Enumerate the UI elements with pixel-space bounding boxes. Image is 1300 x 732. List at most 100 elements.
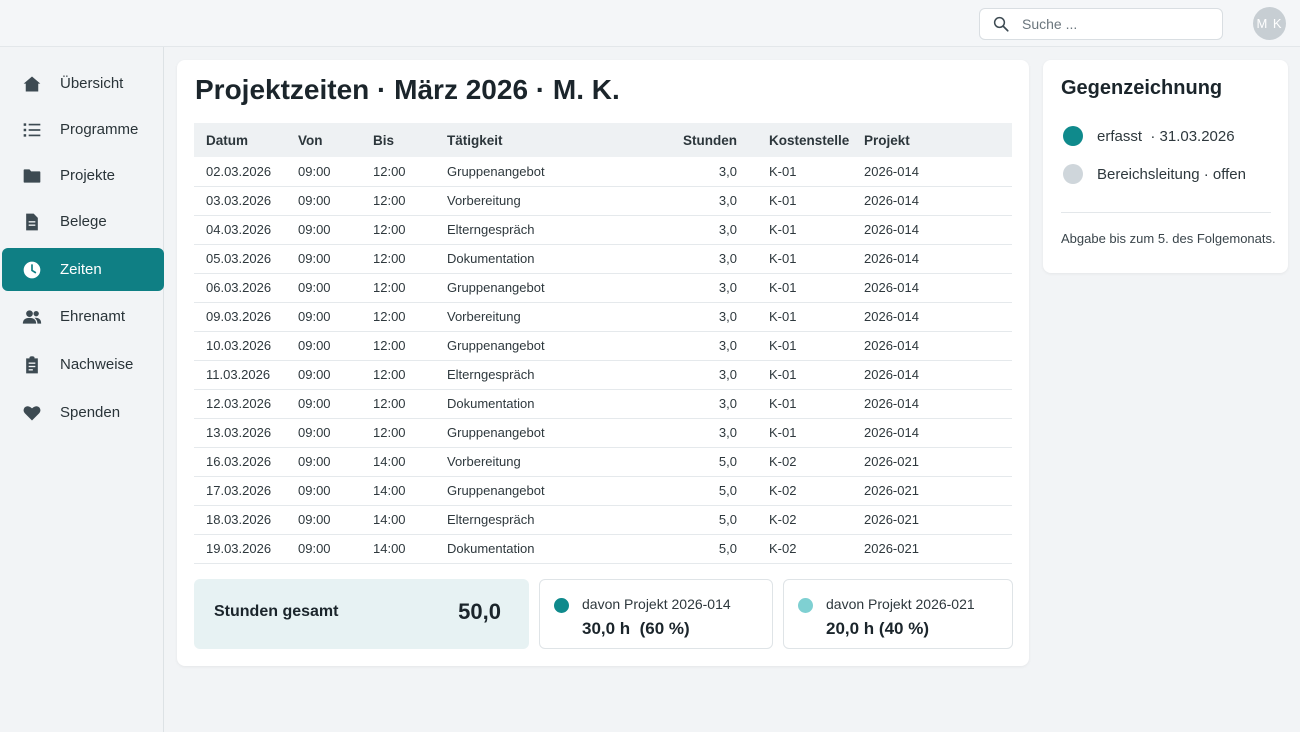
cell-stunden: 3,0 [622,389,747,419]
page-title: Projektzeiten · März 2026 · M. K. [195,74,620,105]
table-row[interactable]: 19.03.2026 09:00 14:00 Dokumentation 5,0 K-02… [194,534,1012,564]
approval-step-label: erfasst · 31.03.2026 [1097,127,1235,145]
cell-bis: 14:00 [373,476,447,506]
table-row[interactable]: 04.03.2026 09:00 12:00 Elterngespräch 3,0 K-0… [194,215,1012,245]
cell-taetigkeit: Gruppenangebot [447,476,622,506]
cell-projekt: 2026-021 [864,476,1012,506]
cell-stunden: 3,0 [622,244,747,274]
approval-step-erfasst: erfasst · 31.03.2026 [1063,126,1235,146]
table-row[interactable]: 10.03.2026 09:00 12:00 Gruppenangebot 3,0 K-0… [194,331,1012,361]
column-header-taetigkeit[interactable]: Tätigkeit [447,123,622,157]
cell-taetigkeit: Gruppenangebot [447,418,622,448]
column-header-projekt[interactable]: Projekt [864,123,1012,157]
cell-projekt: 2026-014 [864,331,1012,361]
cell-stunden: 5,0 [622,447,747,477]
table-row[interactable]: 03.03.2026 09:00 12:00 Vorbereitung 3,0 K-01 2… [194,186,1012,216]
table-row[interactable]: 06.03.2026 09:00 12:00 Gruppenangebot 3,0 K-0… [194,273,1012,303]
cell-bis: 14:00 [373,505,447,535]
cell-kostenstelle: K-01 [747,302,864,332]
cell-stunden: 3,0 [622,331,747,361]
home-icon [21,73,43,95]
table-row[interactable]: 18.03.2026 09:00 14:00 Elterngespräch 5,0 K-0… [194,505,1012,535]
cell-von: 09:00 [298,534,373,564]
sidebar-item-uebersicht[interactable]: Übersicht [2,62,164,105]
table-row[interactable]: 13.03.2026 09:00 12:00 Gruppenangebot 3,0 K-0… [194,418,1012,448]
cell-taetigkeit: Dokumentation [447,244,622,274]
timesheet-card: Projektzeiten · März 2026 · M. K. Datum … [177,60,1029,666]
table-row[interactable]: 12.03.2026 09:00 12:00 Dokumentation 3,0 K-01… [194,389,1012,419]
sidebar-item-label: Belege [60,213,107,230]
cell-stunden: 3,0 [622,186,747,216]
sidebar-item-label: Spenden [60,404,121,421]
table-row[interactable]: 05.03.2026 09:00 12:00 Dokumentation 3,0 K-01… [194,244,1012,274]
cell-kostenstelle: K-01 [747,186,864,216]
cell-bis: 12:00 [373,215,447,245]
table-row[interactable]: 16.03.2026 09:00 14:00 Vorbereitung 5,0 K-02 2… [194,447,1012,477]
document-icon [21,211,43,233]
cell-projekt: 2026-014 [864,418,1012,448]
cell-bis: 12:00 [373,418,447,448]
project-color-dot [798,598,813,613]
cell-von: 09:00 [298,244,373,274]
table-row[interactable]: 02.03.2026 09:00 12:00 Gruppenangebot 3,0 K-0… [194,157,1012,187]
sidebar-item-projekte[interactable]: Projekte [2,154,164,197]
approval-note: Abgabe bis zum 5. des Folgemonats. [1061,231,1276,246]
column-header-stunden[interactable]: Stunden [622,123,747,157]
search-input[interactable] [1022,16,1212,32]
table-row[interactable]: 11.03.2026 09:00 12:00 Elterngespräch 3,0 K-0… [194,360,1012,390]
clock-icon [21,259,43,281]
cell-projekt: 2026-021 [864,505,1012,535]
search-box[interactable] [979,8,1223,40]
column-header-datum[interactable]: Datum [194,123,298,157]
cell-taetigkeit: Elterngespräch [447,505,622,535]
clipboard-icon [21,354,43,376]
project-share-value: 30,0 h (60 %) [582,619,690,638]
search-icon [993,16,1009,32]
cell-bis: 12:00 [373,186,447,216]
divider [1061,212,1271,213]
cell-bis: 12:00 [373,389,447,419]
cell-bis: 12:00 [373,244,447,274]
approval-card: Gegenzeichnung erfasst · 31.03.2026 Bere… [1043,60,1288,273]
total-hours-label: Stunden gesamt [214,603,339,620]
column-header-bis[interactable]: Bis [373,123,447,157]
column-header-von[interactable]: Von [298,123,373,157]
cell-kostenstelle: K-01 [747,389,864,419]
cell-stunden: 3,0 [622,157,747,187]
cell-bis: 12:00 [373,273,447,303]
cell-von: 09:00 [298,360,373,390]
cell-von: 09:00 [298,215,373,245]
column-header-kostenstelle[interactable]: Kostenstelle [747,123,864,157]
sidebar-item-belege[interactable]: Belege [2,200,164,243]
sidebar-item-nachweise[interactable]: Nachweise [2,343,164,386]
sidebar-item-ehrenamt[interactable]: Ehrenamt [2,295,164,338]
table-row[interactable]: 09.03.2026 09:00 12:00 Vorbereitung 3,0 K-01 2… [194,302,1012,332]
cell-kostenstelle: K-02 [747,505,864,535]
cell-taetigkeit: Gruppenangebot [447,157,622,187]
cell-datum: 11.03.2026 [194,360,298,390]
table-header-row: Datum Von Bis Tätigkeit Stunden Kostenst… [194,123,1012,157]
cell-projekt: 2026-021 [864,534,1012,564]
cell-kostenstelle: K-01 [747,418,864,448]
cell-datum: 12.03.2026 [194,389,298,419]
project-color-dot [554,598,569,613]
total-hours-box: Stunden gesamt 50,0 [194,579,529,649]
cell-bis: 12:00 [373,157,447,187]
cell-taetigkeit: Elterngespräch [447,215,622,245]
total-hours-value: 50,0 [458,599,501,624]
table-row[interactable]: 17.03.2026 09:00 14:00 Gruppenangebot 5,0 K-0… [194,476,1012,506]
sidebar-item-programme[interactable]: Programme [2,108,164,151]
project-share-014: davon Projekt 2026-014 30,0 h (60 %) [539,579,773,649]
cell-von: 09:00 [298,186,373,216]
sidebar-item-label: Ehrenamt [60,308,126,325]
sidebar-item-zeiten[interactable]: Zeiten [2,248,164,291]
avatar[interactable]: M K [1253,7,1286,40]
project-share-label: davon Projekt 2026-021 [826,596,975,612]
cell-stunden: 5,0 [622,505,747,535]
cell-taetigkeit: Vorbereitung [447,302,622,332]
cell-taetigkeit: Dokumentation [447,389,622,419]
sidebar-item-spenden[interactable]: Spenden [2,391,164,434]
cell-datum: 06.03.2026 [194,273,298,303]
cell-datum: 10.03.2026 [194,331,298,361]
project-share-value: 20,0 h (40 %) [826,619,929,638]
